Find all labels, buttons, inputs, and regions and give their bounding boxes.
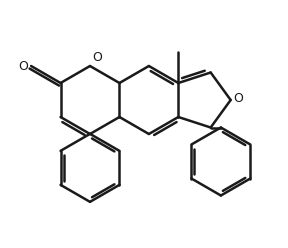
Text: O: O: [234, 93, 244, 105]
Text: O: O: [92, 51, 102, 64]
Text: O: O: [18, 60, 28, 72]
